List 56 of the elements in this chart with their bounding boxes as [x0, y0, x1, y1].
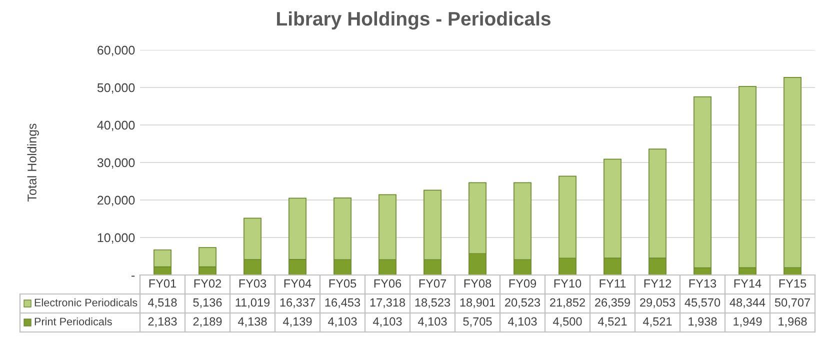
data-label: 1,949	[734, 317, 762, 328]
data-label: 4,500	[553, 317, 582, 328]
y-tick-label: 10,000	[98, 233, 135, 244]
data-label: 2,189	[193, 317, 222, 328]
y-axis-title: Total Holdings	[27, 124, 39, 202]
data-label: 2,183	[148, 317, 177, 328]
data-label: 5,136	[193, 298, 222, 308]
data-label: 45,570	[684, 298, 720, 308]
y-tick-label: 40,000	[97, 120, 135, 132]
data-label: 21,852	[550, 298, 585, 308]
data-label: 16,453	[325, 298, 360, 308]
x-tick-label: FY04	[284, 279, 312, 288]
x-tick-label: FY10	[554, 279, 582, 288]
data-label: 1,938	[688, 317, 717, 328]
x-tick-label: FY06	[374, 279, 402, 288]
x-tick-label: FY08	[464, 279, 492, 288]
x-tick-label: FY05	[329, 279, 356, 288]
data-label: 4,521	[643, 317, 672, 328]
data-label: 26,359	[595, 298, 630, 308]
y-tick-label: -	[132, 276, 135, 277]
data-label: 4,103	[373, 317, 402, 328]
data-label: 1,968	[778, 317, 807, 328]
data-label: 4,138	[238, 317, 267, 328]
legend-label: Print Periodicals	[34, 317, 112, 326]
x-tick-label: FY13	[689, 279, 716, 288]
data-label: 4,521	[598, 317, 627, 328]
legend-label: Electronic Periodicals	[34, 298, 138, 306]
x-tick-label: FY07	[419, 279, 446, 288]
data-label: 4,103	[508, 317, 537, 328]
data-label: 50,707	[774, 298, 810, 308]
data-label: 29,053	[640, 298, 676, 308]
x-tick-label: FY14	[734, 279, 762, 288]
data-label: 16,337	[280, 298, 315, 308]
x-tick-label: FY11	[600, 279, 626, 288]
y-tick-label: 30,000	[97, 158, 135, 169]
x-tick-label: FY15	[779, 279, 806, 288]
y-tick-label: 60,000	[98, 46, 135, 56]
chart-title: Library Holdings - Periodicals	[277, 11, 550, 30]
data-label: 18,901	[460, 298, 495, 308]
data-label: 18,523	[415, 298, 450, 308]
data-label: 4,103	[418, 317, 447, 328]
data-label: 5,705	[463, 317, 492, 328]
x-tick-label: FY02	[194, 279, 222, 288]
y-tick-label: 20,000	[98, 196, 135, 206]
x-tick-label: FY09	[509, 279, 536, 288]
data-label: 4,518	[148, 298, 177, 308]
data-label: 20,523	[505, 298, 540, 308]
data-label: 17,318	[370, 298, 406, 308]
data-label: 4,103	[328, 317, 357, 328]
x-tick-label: FY03	[239, 279, 266, 288]
data-label: 48,344	[730, 298, 766, 308]
data-label: 4,139	[283, 317, 312, 328]
x-tick-label: FY12	[644, 279, 672, 288]
x-tick-label: FY01	[149, 279, 176, 288]
y-tick-label: 50,000	[97, 83, 135, 94]
data-label: 11,019	[236, 298, 270, 308]
